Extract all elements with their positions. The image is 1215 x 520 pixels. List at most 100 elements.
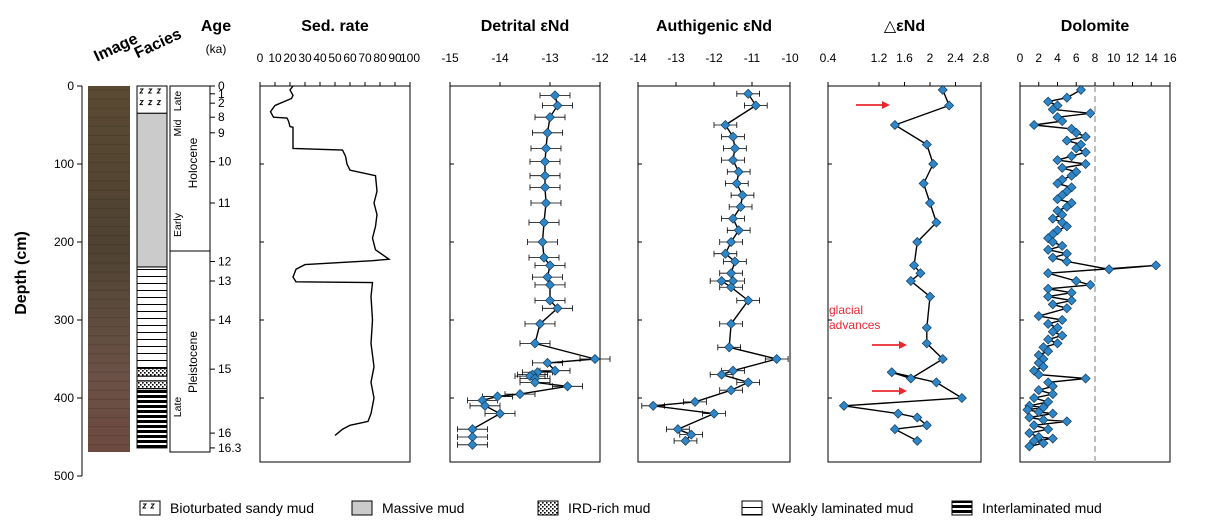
facies-bioturbated-mark bbox=[147, 100, 153, 106]
epoch-late-pleistocene: Late bbox=[172, 397, 184, 418]
series-line bbox=[843, 89, 965, 442]
legend-label: Bioturbated sandy mud bbox=[170, 500, 314, 516]
data-point bbox=[1043, 424, 1054, 435]
facies-massive bbox=[136, 112, 168, 268]
depth-tick-label: 500 bbox=[54, 469, 74, 483]
series-line bbox=[269, 85, 391, 436]
data-point bbox=[727, 131, 739, 142]
depth-tick-label: 0 bbox=[67, 79, 74, 93]
x-tick-label: 12 bbox=[1126, 51, 1140, 65]
data-point bbox=[1061, 201, 1072, 212]
data-point bbox=[937, 84, 948, 95]
data-point bbox=[737, 190, 748, 201]
data-point bbox=[1080, 373, 1091, 384]
facies-inter bbox=[136, 388, 168, 449]
data-point bbox=[924, 197, 936, 209]
data-point bbox=[720, 248, 731, 259]
legend: Bioturbated sandy mud Massive mud IRD-rich… bbox=[139, 500, 1102, 516]
data-point bbox=[1066, 170, 1077, 181]
data-point bbox=[1047, 381, 1058, 392]
epoch-late-holocene: Late bbox=[172, 91, 184, 112]
legend-swatch-bioturbated-mark bbox=[150, 503, 155, 509]
x-tick-label: -14 bbox=[629, 51, 647, 65]
data-point bbox=[771, 353, 782, 365]
data-point bbox=[937, 353, 948, 365]
depth-axis: 0 100 200 300 400 500 bbox=[54, 79, 83, 483]
data-point bbox=[733, 166, 744, 177]
legend-label: Weakly laminated mud bbox=[772, 500, 913, 516]
data-point bbox=[921, 338, 932, 349]
data-point bbox=[708, 408, 720, 419]
data-point bbox=[538, 217, 550, 228]
data-point bbox=[1052, 194, 1063, 205]
data-point bbox=[727, 213, 739, 224]
data-point bbox=[735, 201, 746, 212]
data-point bbox=[492, 391, 503, 402]
data-point bbox=[542, 127, 553, 138]
data-point bbox=[724, 342, 735, 353]
panel-title: Authigenic εNd bbox=[656, 18, 772, 35]
data-point bbox=[549, 90, 561, 101]
age-tick-label: 13 bbox=[218, 274, 232, 288]
data-point bbox=[1061, 256, 1072, 267]
data-point bbox=[893, 408, 904, 419]
x-tick-label: 10 bbox=[268, 51, 282, 65]
epoch-pleistocene: Pleistocene bbox=[186, 331, 200, 393]
depth-tick-label: 300 bbox=[54, 313, 74, 327]
data-point bbox=[1024, 412, 1035, 423]
data-point bbox=[544, 112, 556, 123]
epoch-holocene: Holocene bbox=[186, 137, 200, 188]
data-point bbox=[1057, 162, 1068, 173]
x-tick-label: -10 bbox=[781, 51, 799, 65]
data-point bbox=[467, 439, 478, 450]
x-tick-label: 50 bbox=[328, 51, 342, 65]
data-point bbox=[915, 268, 926, 279]
data-point bbox=[726, 236, 737, 248]
data-point bbox=[672, 424, 683, 435]
data-point bbox=[540, 197, 552, 209]
glacial-label-line1: glacial bbox=[829, 303, 863, 317]
data-point bbox=[1071, 275, 1082, 287]
data-point bbox=[1057, 116, 1068, 127]
data-point bbox=[944, 100, 955, 111]
data-point bbox=[716, 369, 727, 380]
annotations: glacial advances bbox=[829, 101, 907, 395]
age-tick-label: 2 bbox=[218, 96, 225, 110]
data-point bbox=[1104, 264, 1115, 275]
x-tick-label: 90 bbox=[388, 51, 402, 65]
panel-frame bbox=[259, 85, 411, 463]
legend-swatch-inter bbox=[951, 500, 973, 516]
data-point bbox=[552, 100, 563, 111]
data-point bbox=[542, 357, 553, 368]
data-point bbox=[1043, 346, 1054, 357]
data-point bbox=[1043, 283, 1054, 294]
data-point bbox=[727, 155, 739, 166]
data-point bbox=[1043, 318, 1054, 329]
data-point bbox=[1066, 295, 1077, 306]
panel-1: Detrital εNd -15 -14 -13 -12 bbox=[441, 18, 611, 463]
series-line bbox=[1027, 89, 1156, 448]
panel-frame bbox=[449, 85, 601, 463]
data-point bbox=[562, 381, 573, 392]
legend-label: Massive mud bbox=[382, 500, 464, 516]
x-tick-label: 16 bbox=[1163, 51, 1177, 65]
data-point bbox=[1085, 108, 1096, 119]
data-point bbox=[1061, 303, 1072, 314]
data-point bbox=[1047, 389, 1058, 400]
data-point bbox=[956, 392, 967, 404]
data-point bbox=[539, 182, 551, 193]
data-point bbox=[1043, 334, 1054, 345]
data-point bbox=[1043, 244, 1054, 255]
x-tick-label: 0 bbox=[1017, 51, 1024, 65]
data-point bbox=[1033, 407, 1044, 418]
x-tick-label: 1.2 bbox=[871, 51, 888, 65]
facies-column bbox=[136, 85, 168, 449]
data-point bbox=[1061, 92, 1072, 103]
x-tick-label: 6 bbox=[1073, 51, 1080, 65]
data-point bbox=[727, 365, 739, 376]
data-point bbox=[1085, 279, 1096, 290]
x-tick-label: -11 bbox=[744, 51, 761, 65]
x-tick-label: 80 bbox=[373, 51, 387, 65]
age-tick-label: 9 bbox=[218, 126, 225, 140]
